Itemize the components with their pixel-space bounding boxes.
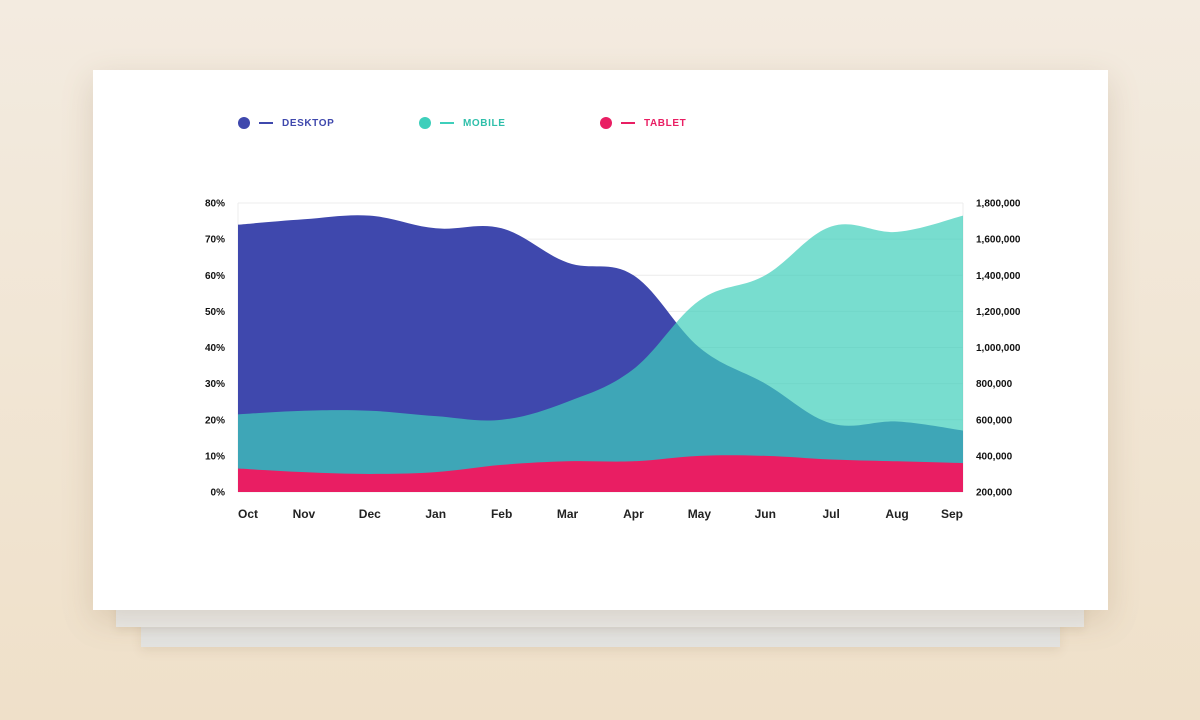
y-right-tick-label: 800,000	[976, 379, 1013, 390]
y-right-tick-label: 1,000,000	[976, 343, 1021, 354]
legend-dot-mobile	[419, 117, 431, 129]
x-tick-label: Dec	[359, 507, 381, 521]
x-tick-label: Mar	[557, 507, 579, 521]
x-tick-label: Aug	[885, 507, 908, 521]
y-right-tick-label: 1,400,000	[976, 271, 1021, 282]
y-left-tick-label: 80%	[205, 199, 225, 210]
legend-dot-desktop	[238, 117, 250, 129]
legend-line-desktop	[259, 122, 273, 124]
x-tick-label: May	[688, 507, 712, 521]
y-left-tick-label: 40%	[205, 343, 225, 354]
y-left-tick-label: 20%	[205, 415, 225, 426]
x-tick-label: Jan	[425, 507, 446, 521]
legend-line-mobile	[440, 122, 454, 124]
y-right-tick-label: 400,000	[976, 451, 1013, 462]
legend-label-desktop: DESKTOP	[282, 117, 335, 129]
x-tick-label: Feb	[491, 507, 512, 521]
y-left-tick-label: 0%	[211, 488, 226, 499]
x-tick-label: Jun	[755, 507, 776, 521]
x-tick-label: Sep	[941, 507, 963, 521]
legend-label-tablet: TABLET	[644, 117, 687, 129]
x-tick-label: Nov	[293, 507, 316, 521]
y-right-tick-label: 1,800,000	[976, 199, 1021, 210]
y-right-tick-label: 1,600,000	[976, 235, 1021, 246]
legend-dot-tablet	[600, 117, 612, 129]
x-tick-label: Jul	[823, 507, 840, 521]
y-left-tick-label: 30%	[205, 379, 225, 390]
x-tick-label: Oct	[238, 507, 258, 521]
y-right-tick-label: 200,000	[976, 488, 1013, 499]
legend-item-tablet[interactable]: TABLET	[600, 115, 686, 131]
x-tick-label: Apr	[623, 507, 644, 521]
legend-item-desktop[interactable]: DESKTOP	[238, 115, 334, 131]
series-area-mobile	[238, 215, 963, 493]
y-left-tick-label: 10%	[205, 451, 225, 462]
y-right-tick-label: 1,200,000	[976, 307, 1021, 318]
y-left-tick-label: 60%	[205, 271, 225, 282]
y-right-tick-label: 600,000	[976, 415, 1013, 426]
legend-item-mobile[interactable]: MOBILE	[419, 115, 506, 131]
y-left-tick-label: 50%	[205, 307, 225, 318]
legend-label-mobile: MOBILE	[463, 117, 506, 129]
legend-line-tablet	[621, 122, 635, 124]
y-left-tick-label: 70%	[205, 235, 225, 246]
series-area-tablet	[238, 455, 963, 492]
